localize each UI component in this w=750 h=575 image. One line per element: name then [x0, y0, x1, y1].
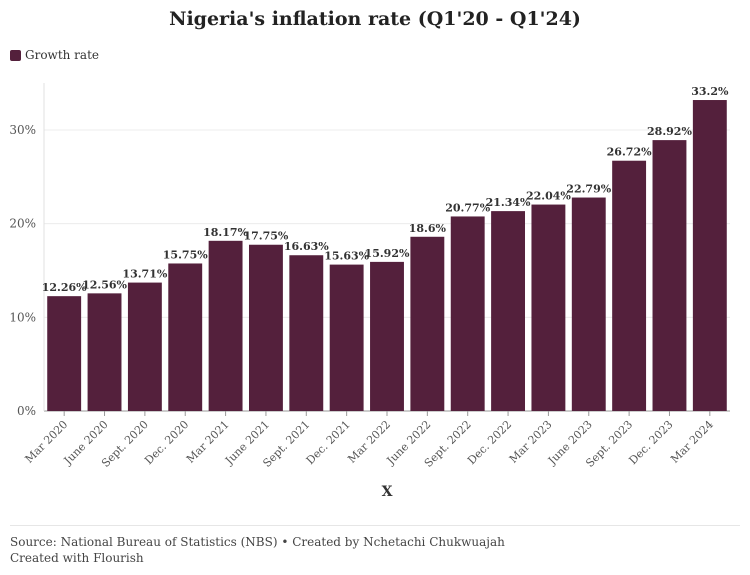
flourish-credit[interactable]: Created with Flourish [10, 551, 144, 565]
bar [370, 261, 404, 411]
bar-value-label: 18.17% [203, 226, 248, 239]
bar [248, 244, 283, 411]
y-tick-label: 0% [17, 404, 36, 418]
bar-value-label: 20.77% [445, 201, 490, 214]
bar-value-label: 16.63% [284, 240, 329, 253]
bar-value-label: 12.56% [82, 278, 127, 291]
bar-value-label: 22.79% [566, 183, 611, 196]
x-axis-title: X [382, 484, 393, 500]
bar-value-label: 17.75% [243, 230, 288, 243]
x-tick-label: Dec. 2023 [626, 418, 675, 467]
y-tick-label: 10% [9, 310, 36, 324]
bar [289, 255, 324, 411]
bar-value-label: 15.92% [365, 247, 410, 260]
bar [491, 211, 526, 411]
bar [692, 100, 727, 411]
bar [531, 204, 566, 411]
bar-value-label: 26.72% [607, 146, 652, 159]
bar-value-label: 21.34% [486, 196, 531, 209]
source-note: Source: National Bureau of Statistics (N… [10, 535, 505, 549]
footer-divider [10, 525, 740, 526]
x-tick-label: Dec. 2022 [465, 418, 514, 467]
bar-value-label: 22.04% [526, 190, 571, 203]
bar [410, 236, 445, 411]
y-tick-label: 20% [9, 217, 36, 231]
legend[interactable]: Growth rate [10, 48, 99, 62]
bar [127, 282, 162, 411]
x-tick-label: Dec. 2021 [304, 418, 353, 467]
bar [47, 296, 82, 411]
y-tick-label: 30% [9, 123, 36, 137]
bar [87, 293, 122, 411]
legend-label: Growth rate [25, 48, 99, 62]
bar-value-label: 33.2% [691, 85, 729, 98]
bar [612, 160, 647, 411]
x-tick-label: Dec. 2020 [142, 418, 191, 467]
x-tick-label: Mar 2024 [668, 418, 716, 466]
bar-value-label: 18.6% [409, 222, 447, 235]
bar [571, 197, 606, 411]
bar [652, 140, 687, 411]
bar-value-label: 15.63% [324, 250, 369, 263]
bar [208, 240, 243, 411]
bar [168, 263, 203, 411]
bar-value-label: 12.26% [42, 281, 87, 294]
bar-value-label: 15.75% [163, 248, 208, 261]
legend-swatch [10, 49, 21, 61]
chart-title: Nigeria's inflation rate (Q1'20 - Q1'24) [169, 8, 581, 30]
bar-value-label: 13.71% [122, 268, 167, 281]
bar-value-label: 28.92% [647, 125, 692, 138]
bar [329, 264, 364, 411]
bar [450, 216, 485, 411]
